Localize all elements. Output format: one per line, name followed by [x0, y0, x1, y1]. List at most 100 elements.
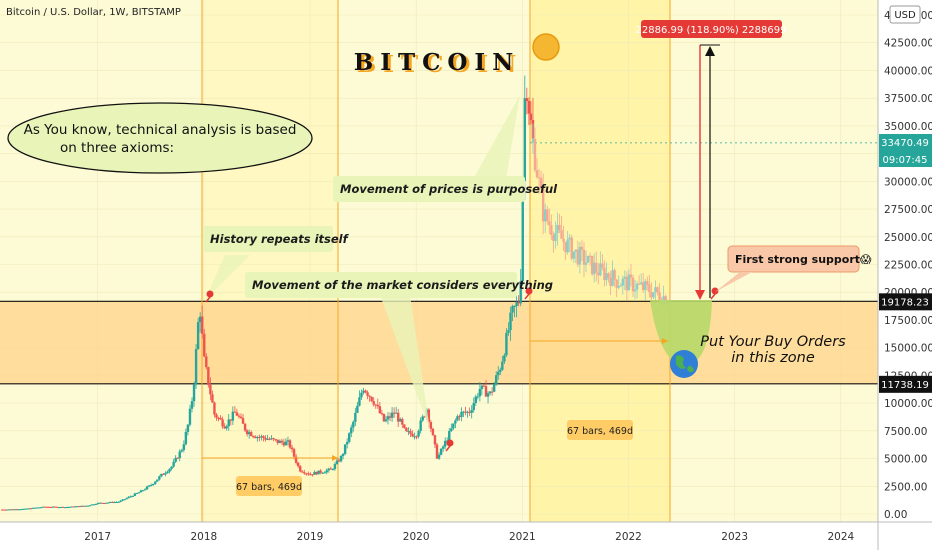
y-tick-label: 15000.00	[884, 343, 932, 355]
candle-body	[143, 489, 147, 491]
projected-body	[609, 277, 612, 286]
candle-body	[213, 402, 216, 415]
currency-box[interactable]	[889, 5, 921, 24]
candle-body	[68, 506, 71, 508]
projected-body	[613, 270, 616, 280]
x-tick-label: 2018	[190, 531, 217, 543]
candle-body	[317, 470, 320, 475]
y-tick-label: 42500.00	[884, 38, 932, 50]
candle-body	[239, 416, 243, 419]
upper-level-badge	[879, 293, 932, 311]
projected-body	[593, 262, 596, 275]
candle-body	[270, 438, 273, 440]
candle-body	[127, 496, 130, 499]
candle-body	[21, 508, 24, 510]
candle-body	[441, 446, 445, 449]
y-tick-label: 17500.00	[884, 315, 932, 327]
x-tick-label: 2023	[721, 531, 748, 543]
candle-body	[421, 416, 424, 421]
candle-body	[325, 470, 328, 473]
candle-body	[456, 416, 459, 421]
candle-body	[237, 415, 241, 417]
projected-body	[633, 289, 637, 292]
projected-body	[595, 262, 598, 273]
candle-body	[78, 506, 81, 508]
candle-body	[296, 462, 300, 467]
projected-body	[658, 292, 661, 301]
callout-market: Movement of the market considers everyth…	[252, 278, 553, 292]
candle-body	[254, 436, 257, 438]
candle-body	[125, 498, 128, 500]
candle-body	[276, 439, 279, 444]
pin-icon[interactable]	[524, 287, 533, 300]
history-pointer	[205, 255, 250, 300]
candle-body	[464, 411, 467, 413]
projected-body	[552, 235, 555, 241]
x-tick-label: 2021	[509, 531, 536, 543]
projected-body	[648, 284, 651, 293]
projected-body	[544, 209, 547, 222]
candle-body	[39, 507, 43, 509]
candle-body	[80, 505, 83, 507]
pin-icon[interactable]	[205, 290, 214, 303]
candle-body	[250, 432, 253, 437]
candle-body	[529, 113, 533, 121]
candle-body	[392, 412, 396, 414]
x-tick-label: 2017	[84, 531, 111, 543]
candle-body	[462, 411, 465, 413]
x-tick-label: 2020	[403, 531, 430, 543]
candle-body	[182, 444, 186, 451]
projected-body	[603, 267, 606, 281]
projected-body	[656, 287, 659, 293]
x-tick-label: 2019	[297, 531, 324, 543]
buy-cup	[650, 300, 712, 365]
projected-body	[617, 286, 620, 288]
candle-body	[501, 361, 504, 370]
pin-icon[interactable]	[710, 287, 719, 300]
candle-body	[172, 461, 175, 467]
candle-body	[56, 506, 59, 508]
projected-body	[574, 249, 578, 252]
candle-body	[468, 411, 471, 413]
y-tick-label: 5000.00	[884, 454, 927, 466]
projected-body	[588, 255, 592, 257]
candle-body	[339, 456, 343, 462]
candle-body	[370, 396, 373, 402]
projected-body	[601, 263, 604, 268]
candle-body	[192, 384, 196, 402]
candle-body	[486, 393, 490, 397]
candle-body	[423, 416, 426, 418]
range-arrowhead-2	[662, 338, 668, 344]
current-price-value: 33470.49	[881, 138, 929, 149]
candle-body	[107, 502, 110, 504]
projected-body	[623, 276, 627, 279]
projected-body	[580, 246, 584, 250]
candle-body	[131, 495, 134, 497]
candle-body	[9, 509, 12, 511]
candle-body	[184, 431, 188, 445]
candle-body	[45, 506, 49, 508]
projected-body	[615, 279, 618, 288]
candle-body	[335, 460, 339, 465]
candle-body	[229, 419, 232, 421]
candle-body	[497, 371, 500, 376]
candle-body	[27, 508, 30, 510]
callout-market-box	[245, 272, 517, 298]
currency-label[interactable]: USD	[894, 10, 916, 21]
candle-body	[209, 384, 212, 395]
candle-body	[280, 440, 284, 443]
candle-body	[100, 502, 104, 504]
candle-body	[272, 438, 275, 440]
y-tick-label: 10000.00	[884, 398, 932, 410]
candle-body	[419, 420, 422, 431]
candle-body	[472, 402, 475, 411]
projected-body	[533, 139, 537, 171]
pin-icon[interactable]	[445, 439, 454, 452]
candle-body	[523, 98, 526, 181]
candle-body	[168, 468, 171, 472]
candle-body	[478, 388, 482, 397]
candle-body	[105, 502, 108, 504]
candle-body	[274, 439, 277, 441]
candle-body	[82, 505, 85, 507]
candle-body	[321, 472, 324, 474]
